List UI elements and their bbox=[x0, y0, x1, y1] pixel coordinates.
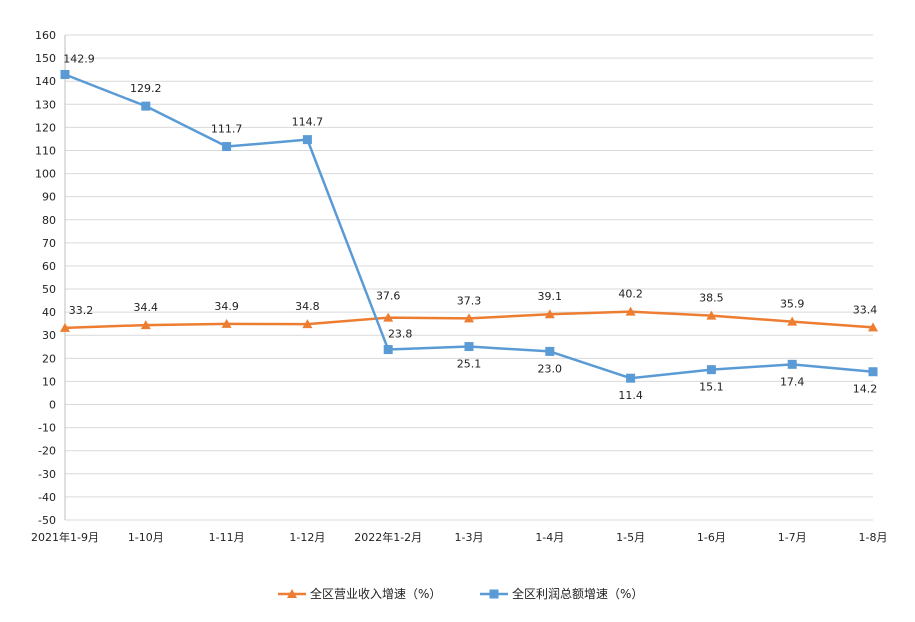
data-point-marker bbox=[221, 318, 232, 328]
legend-marker bbox=[489, 589, 499, 599]
legend-item-profit: 全区利润总额增速（%） bbox=[480, 586, 643, 601]
data-point-marker bbox=[626, 373, 636, 383]
data-point-marker bbox=[706, 310, 717, 320]
data-label: 37.3 bbox=[457, 294, 482, 307]
x-tick-label: 1-3月 bbox=[455, 531, 484, 544]
data-label: 33.4 bbox=[853, 303, 878, 316]
data-label: 114.7 bbox=[292, 116, 324, 129]
y-tick-label: 90 bbox=[42, 191, 56, 204]
data-label: 34.8 bbox=[295, 300, 320, 313]
axes: 1601501401301201101009080706050403020100… bbox=[31, 29, 887, 544]
data-point-marker bbox=[60, 322, 70, 332]
data-point-marker bbox=[545, 346, 555, 356]
y-tick-label: -20 bbox=[38, 445, 56, 458]
x-tick-label: 2022年1-2月 bbox=[354, 530, 422, 544]
data-point-marker bbox=[60, 69, 70, 79]
gridlines bbox=[65, 34, 873, 521]
y-tick-label: 150 bbox=[35, 52, 56, 65]
data-label: 34.9 bbox=[214, 300, 239, 313]
data-label: 37.6 bbox=[376, 290, 401, 303]
y-tick-label: 100 bbox=[35, 168, 56, 181]
legend-label: 全区营业收入增速（%） bbox=[310, 586, 441, 601]
data-point-marker bbox=[302, 135, 312, 145]
x-tick-label: 2021年1-9月 bbox=[31, 530, 99, 544]
data-label: 17.4 bbox=[780, 375, 805, 388]
y-tick-label: 130 bbox=[35, 98, 56, 111]
data-point-marker bbox=[383, 345, 393, 355]
data-label: 25.1 bbox=[457, 358, 482, 371]
data-point-marker bbox=[706, 365, 716, 375]
legend-item-revenue: 全区营业收入增速（%） bbox=[278, 586, 441, 601]
y-tick-label: 110 bbox=[35, 144, 56, 157]
data-point-marker bbox=[625, 306, 636, 316]
x-tick-label: 1-11月 bbox=[209, 531, 245, 544]
y-tick-label: -30 bbox=[38, 468, 56, 481]
legend: 全区营业收入增速（%） 全区利润总额增速（%） bbox=[278, 586, 643, 601]
y-tick-label: 70 bbox=[42, 237, 56, 250]
data-point-marker bbox=[464, 313, 474, 323]
y-tick-label: 20 bbox=[42, 352, 56, 365]
x-tick-label: 1-6月 bbox=[697, 531, 726, 544]
y-tick-label: 40 bbox=[42, 306, 56, 319]
data-label: 15.1 bbox=[699, 381, 724, 394]
data-label: 35.9 bbox=[780, 298, 805, 311]
y-tick-label: 60 bbox=[42, 260, 56, 273]
data-label: 38.5 bbox=[699, 292, 724, 305]
data-point-marker bbox=[544, 309, 555, 319]
y-tick-label: -40 bbox=[38, 491, 56, 504]
y-tick-label: -50 bbox=[38, 514, 56, 527]
data-labels: 33.2 34.4 34.9 34.8 37.6 37.3 39.1 40.2 38.5 35.9… bbox=[63, 52, 877, 402]
data-point-marker bbox=[464, 342, 474, 352]
x-tick-label: 1-7月 bbox=[778, 531, 807, 544]
legend-marker bbox=[287, 589, 297, 598]
y-tick-label: 50 bbox=[42, 283, 56, 296]
data-point-marker bbox=[383, 312, 394, 322]
x-tick-label: 1-12月 bbox=[289, 531, 325, 544]
series-lines bbox=[60, 69, 878, 383]
x-tick-label: 1-10月 bbox=[128, 531, 164, 544]
data-point-marker bbox=[222, 142, 232, 152]
data-label: 23.0 bbox=[538, 362, 563, 375]
y-tick-label: 80 bbox=[42, 214, 56, 227]
y-tick-label: 30 bbox=[42, 329, 56, 342]
revenue-growth-series bbox=[60, 306, 878, 332]
y-tick-label: 160 bbox=[35, 29, 56, 42]
data-label: 14.2 bbox=[853, 383, 878, 396]
y-tick-label: 140 bbox=[35, 75, 56, 88]
y-tick-label: 0 bbox=[49, 399, 56, 412]
data-point-marker bbox=[302, 319, 313, 329]
x-tick-label: 1-8月 bbox=[859, 531, 888, 544]
data-label: 34.4 bbox=[134, 301, 159, 314]
data-label: 129.2 bbox=[130, 82, 162, 95]
x-tick-label: 1-5月 bbox=[616, 531, 645, 544]
data-label: 33.2 bbox=[69, 304, 94, 317]
data-label: 40.2 bbox=[618, 288, 643, 301]
data-point-marker bbox=[141, 101, 151, 111]
legend-label: 全区利润总额增速（%） bbox=[512, 586, 643, 601]
data-label: 39.1 bbox=[538, 290, 563, 303]
data-label: 11.4 bbox=[618, 389, 643, 402]
data-point-marker bbox=[868, 322, 878, 332]
data-point-marker bbox=[140, 320, 151, 330]
y-tick-label: -10 bbox=[38, 422, 56, 435]
data-label: 142.9 bbox=[63, 52, 95, 65]
y-tick-label: 120 bbox=[35, 121, 56, 134]
profit-growth-series bbox=[60, 69, 878, 383]
data-point-marker bbox=[868, 367, 878, 377]
series-line bbox=[64, 73, 874, 380]
data-point-marker bbox=[787, 359, 797, 369]
data-point-marker bbox=[787, 316, 798, 326]
y-tick-label: 10 bbox=[42, 375, 56, 388]
data-label: 23.8 bbox=[388, 328, 413, 341]
x-tick-label: 1-4月 bbox=[535, 531, 564, 544]
data-label: 111.7 bbox=[211, 123, 243, 136]
